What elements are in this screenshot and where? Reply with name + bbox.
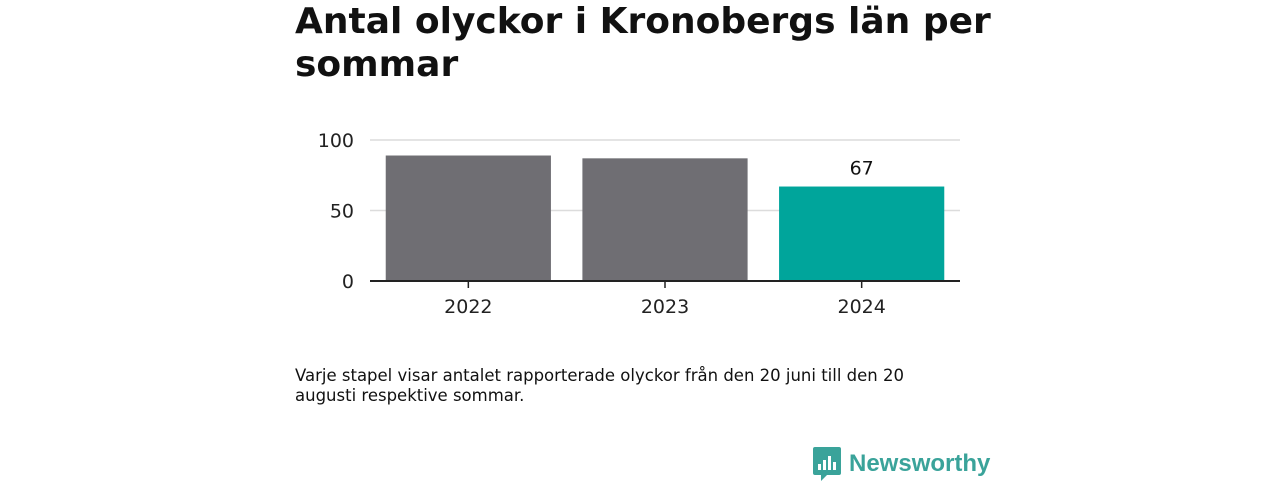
bar-2023	[582, 158, 748, 281]
y-tick-label: 50	[330, 201, 354, 223]
data-label-2024: 67	[850, 158, 874, 180]
labels: 0 50 100 2022 2023 2024 67	[318, 130, 886, 318]
y-tick-label: 100	[318, 130, 354, 152]
y-tick-label: 0	[342, 271, 354, 293]
brand-name: Newsworthy	[849, 450, 991, 477]
bars	[385, 155, 945, 281]
x-ticks	[467, 281, 863, 288]
chart-title: Antal olyckor i Kronobergs län per somma…	[295, 1, 991, 85]
bar-2024	[779, 186, 945, 281]
bar-2022	[385, 155, 551, 281]
x-tick-label: 2024	[837, 296, 885, 318]
chart-caption: Varje stapel visar antalet rapporterade …	[295, 366, 905, 405]
x-tick-label: 2022	[444, 296, 492, 318]
x-tick-label: 2023	[641, 296, 689, 318]
newsworthy-logo-icon	[813, 447, 841, 481]
newsworthy-logo: Newsworthy	[813, 446, 990, 482]
